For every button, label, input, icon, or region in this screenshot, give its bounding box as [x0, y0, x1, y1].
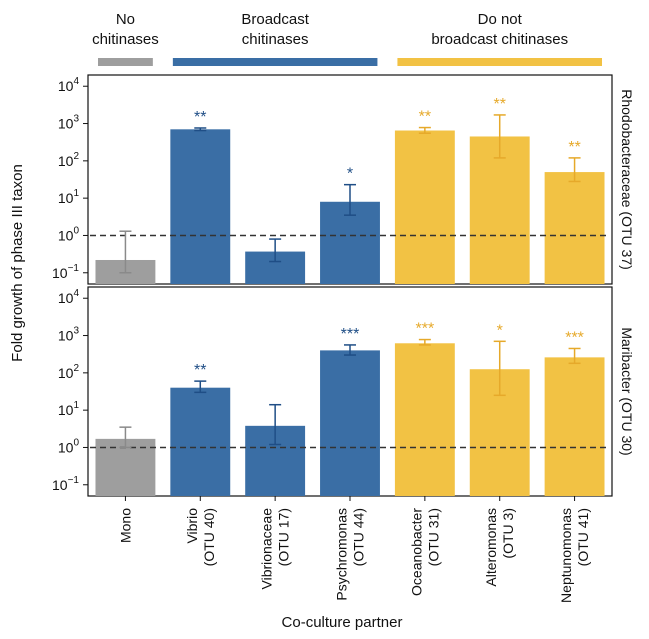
- panel-label: Rhodobacteraceae (OTU 37): [619, 89, 635, 270]
- x-tick-label: Oceanobacter(OTU 31): [408, 508, 441, 596]
- bar: [394, 130, 455, 284]
- bar: [544, 357, 605, 496]
- significance-label: *: [347, 166, 353, 183]
- group-label-broadcast: Broadcast chitinases: [241, 11, 309, 48]
- y-axis-label: Fold growth of phase III taxon: [9, 164, 26, 362]
- panel-label: Maribacter (OTU 30): [619, 327, 635, 455]
- group-header: No chitinases Broadcast chitinases Do not bro…: [92, 11, 602, 66]
- significance-label: **: [568, 139, 580, 156]
- x-tick-label: Vibrionaceae(OTU 17): [259, 508, 292, 590]
- bar: [394, 343, 455, 496]
- significance-label: **: [194, 109, 206, 126]
- y-tick-label: 103: [58, 114, 80, 132]
- x-tick-label: Psychromonas(OTU 44): [334, 508, 367, 601]
- y-tick-label: 102: [58, 363, 80, 381]
- y-tick-label: 100: [58, 437, 80, 455]
- group-bar-not_broadcast: [397, 58, 602, 66]
- significance-label: **: [194, 362, 206, 379]
- x-tick-label: Mono: [117, 508, 133, 543]
- significance-label: **: [419, 109, 431, 126]
- bar: [95, 438, 156, 496]
- y-tick-label: 10−1: [52, 263, 79, 281]
- significance-label: ***: [565, 329, 584, 346]
- significance-label: **: [493, 96, 505, 113]
- x-tick-label: Neptunomonas(OTU 41): [558, 508, 591, 603]
- bar: [320, 350, 380, 496]
- y-tick-label: 103: [58, 326, 80, 344]
- y-tick-label: 104: [58, 76, 80, 94]
- y-tick-label: 100: [58, 225, 80, 243]
- group-bar-broadcast: [172, 58, 378, 66]
- x-tick-labels: Mono Vibrio(OTU 40) Vibrionaceae(OTU 17) Ps…: [117, 496, 591, 603]
- group-label-none: No chitinases: [92, 11, 159, 48]
- bar: [170, 387, 231, 496]
- x-tick-label: Alteromonas(OTU 3): [483, 508, 516, 587]
- group-label-not_broadcast: Do not broadcast chitinases: [431, 11, 568, 48]
- y-tick-label: 104: [58, 288, 80, 306]
- group-bar-none: [98, 58, 153, 66]
- y-tick-label: 101: [58, 188, 80, 206]
- bar: [544, 172, 605, 284]
- significance-label: ***: [341, 326, 360, 343]
- x-tick-label: Vibrio(OTU 40): [184, 508, 217, 567]
- x-axis-label: Co-culture partner: [282, 614, 403, 631]
- y-tick-label: 10−1: [52, 475, 79, 493]
- bar: [170, 129, 231, 284]
- significance-label: ***: [416, 321, 435, 338]
- significance-label: *: [497, 322, 503, 339]
- y-tick-label: 101: [58, 400, 80, 418]
- y-tick-label: 102: [58, 151, 80, 169]
- bar: [469, 136, 530, 284]
